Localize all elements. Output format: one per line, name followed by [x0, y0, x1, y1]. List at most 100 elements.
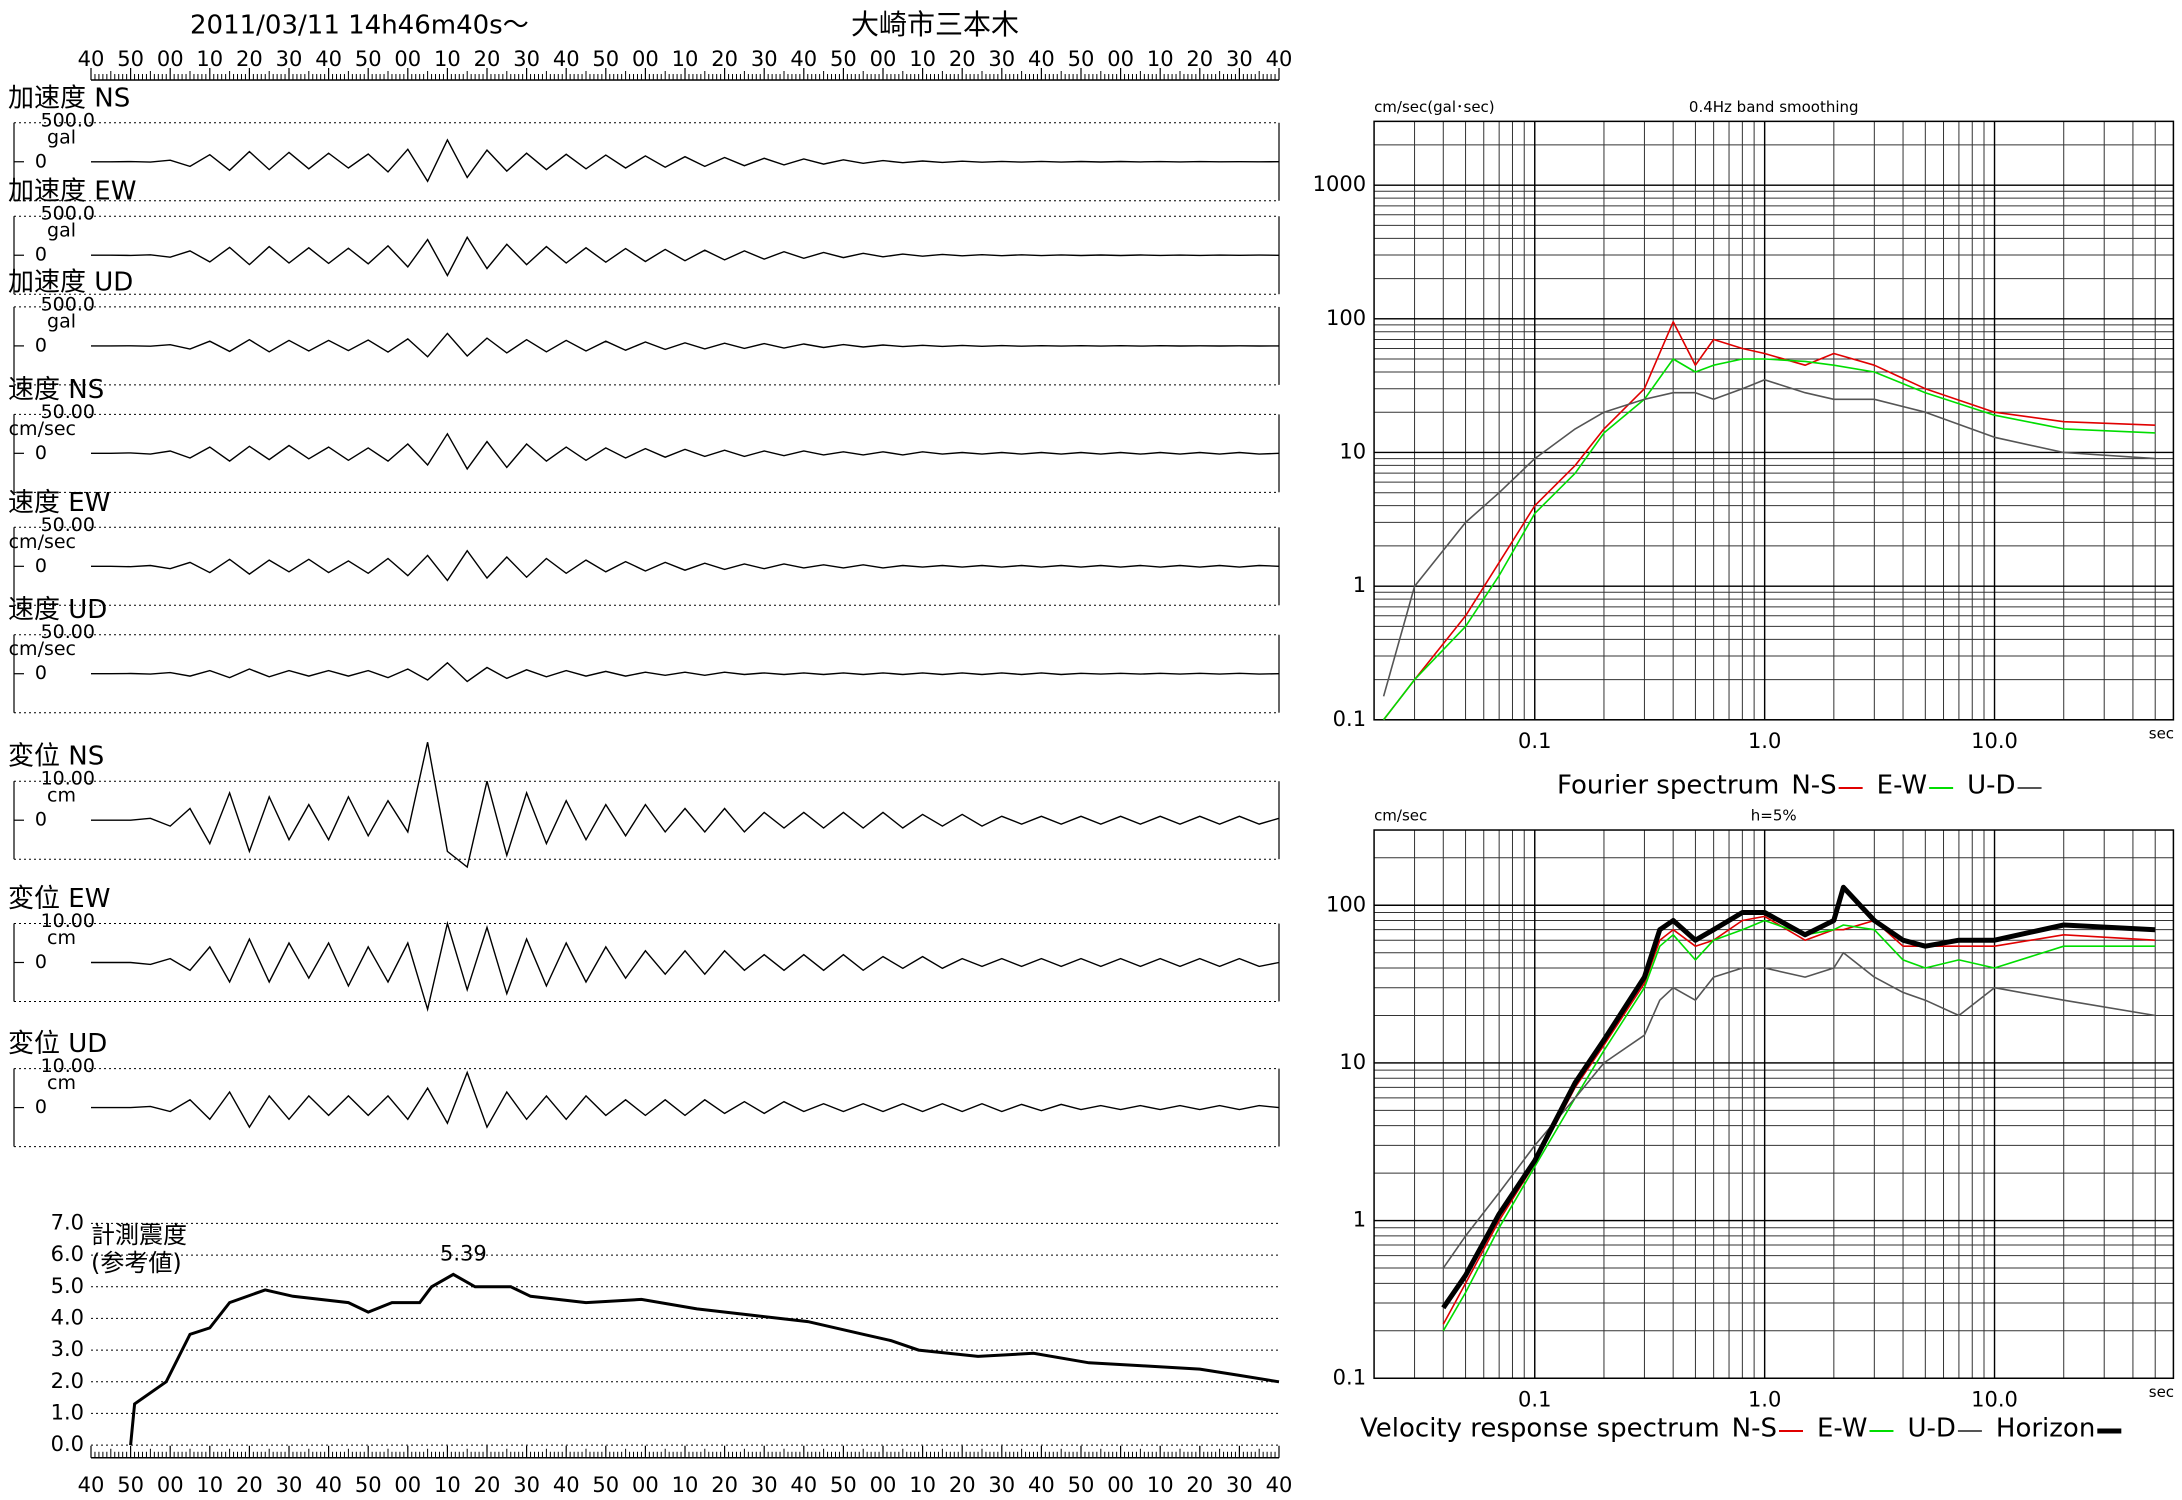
x-tick-label: 0.1	[1518, 1387, 1551, 1411]
x-tick-label: 10	[909, 1473, 936, 1497]
x-tick-label: 20	[949, 1473, 976, 1497]
legend-label: Horizon	[1996, 1414, 2095, 1444]
x-tick-label: 40	[315, 47, 342, 71]
x-tick-label: 40	[790, 1473, 817, 1497]
x-tick-label: 40	[553, 47, 580, 71]
y-tick-label: 7.0	[51, 1210, 84, 1234]
x-tick-label: 20	[1186, 47, 1213, 71]
x-tick-label: 20	[236, 1473, 263, 1497]
x-tick-label: 00	[632, 47, 659, 71]
y-tick-label: 0	[35, 1096, 47, 1118]
x-tick-label: 40	[1028, 47, 1055, 71]
x-tick-label: 30	[988, 47, 1015, 71]
trace-unit: cm	[47, 927, 76, 949]
y-tick-label: 50.00	[41, 401, 95, 423]
x-tick-label: 1.0	[1748, 1387, 1781, 1411]
trace-unit: cm	[47, 785, 76, 807]
trace	[91, 138, 1280, 183]
trace-name: 加速度 UD	[8, 267, 133, 297]
trace	[91, 661, 1280, 683]
trace	[91, 549, 1280, 582]
x-axis-label: sec	[2149, 1383, 2174, 1401]
y-axis-label: cm/sec(gal･sec)	[1374, 98, 1495, 116]
x-tick-label: 50	[355, 1473, 382, 1497]
x-tick-label: 50	[355, 47, 382, 71]
x-tick-label: 40	[1266, 47, 1293, 71]
y-tick-label: 0	[35, 951, 47, 973]
x-tick-label: 50	[830, 47, 857, 71]
y-tick-label: 10	[1339, 439, 1366, 463]
x-tick-label: 00	[157, 47, 184, 71]
x-tick-label: 20	[236, 47, 263, 71]
y-tick-label: 1	[1353, 1208, 1366, 1232]
trace-unit: cm/sec	[9, 531, 76, 553]
y-axis-label: 計測震度	[91, 1221, 187, 1249]
x-tick-label: 10.0	[1971, 729, 2018, 753]
x-tick-label: 10	[1147, 1473, 1174, 1497]
x-tick-label: 50	[830, 1473, 857, 1497]
y-tick-label: 100	[1326, 306, 1366, 330]
x-tick-label: 40	[315, 1473, 342, 1497]
y-tick-label: 100	[1326, 892, 1366, 916]
trace-name: 速度 EW	[8, 488, 110, 518]
x-tick-label: 00	[1107, 47, 1134, 71]
chart-title: Fourier spectrum	[1557, 771, 1779, 801]
y-tick-label: 0	[35, 334, 47, 356]
spectrum-line	[1382, 321, 2156, 721]
y-tick-label: 10	[1339, 1050, 1366, 1074]
x-tick-label: 20	[949, 47, 976, 71]
x-tick-label: 20	[474, 1473, 501, 1497]
x-tick-label: 10	[196, 1473, 223, 1497]
y-tick-label: 0.0	[51, 1432, 84, 1456]
y-tick-label: 0	[35, 662, 47, 684]
x-tick-label: 40	[78, 47, 105, 71]
x-tick-label: 40	[553, 1473, 580, 1497]
x-tick-label: 00	[870, 47, 897, 71]
x-tick-label: 10	[196, 47, 223, 71]
x-tick-label: 40	[78, 1473, 105, 1497]
y-tick-label: 0	[35, 555, 47, 577]
x-tick-label: 10	[434, 1473, 461, 1497]
x-tick-label: 10	[909, 47, 936, 71]
y-tick-label: 0	[35, 150, 47, 172]
legend-label: U-D	[1907, 1414, 1955, 1444]
spectrum-line	[1382, 358, 2156, 721]
legend-label: E-W	[1817, 1414, 1867, 1444]
y-tick-label: 10.00	[41, 1055, 95, 1077]
y-tick-label: 1	[1353, 573, 1366, 597]
trace-unit: gal	[47, 310, 76, 332]
x-tick-label: 0.1	[1518, 729, 1551, 753]
y-tick-label: 0.1	[1333, 707, 1366, 731]
x-tick-label: 30	[276, 1473, 303, 1497]
x-tick-label: 40	[790, 47, 817, 71]
trace-name: 加速度 EW	[8, 177, 136, 207]
trace	[91, 432, 1280, 471]
x-tick-label: 50	[592, 47, 619, 71]
y-tick-label: 5.0	[51, 1274, 84, 1298]
y-tick-label: 3.0	[51, 1337, 84, 1361]
x-tick-label: 30	[1226, 1473, 1253, 1497]
spectrum-line	[1441, 884, 2156, 1310]
x-tick-label: 10.0	[1971, 1387, 2018, 1411]
trace-unit: gal	[47, 126, 76, 148]
x-tick-label: 30	[513, 1473, 540, 1497]
trace-unit: gal	[47, 220, 76, 242]
x-tick-label: 1.0	[1748, 729, 1781, 753]
trace	[91, 742, 1280, 869]
y-tick-label: 1000	[1313, 172, 1366, 196]
legend-label: E-W	[1877, 771, 1927, 801]
trace	[91, 920, 1280, 1013]
x-tick-label: 30	[276, 47, 303, 71]
trace-unit: cm/sec	[9, 418, 76, 440]
y-tick-label: 500.0	[41, 109, 95, 131]
x-tick-label: 40	[1028, 1473, 1055, 1497]
y-tick-label: 500.0	[41, 293, 95, 315]
y-tick-label: 500.0	[41, 203, 95, 225]
y-tick-label: 50.00	[41, 621, 95, 643]
trace-name: 速度 UD	[8, 595, 107, 625]
y-tick-label: 6.0	[51, 1242, 84, 1266]
